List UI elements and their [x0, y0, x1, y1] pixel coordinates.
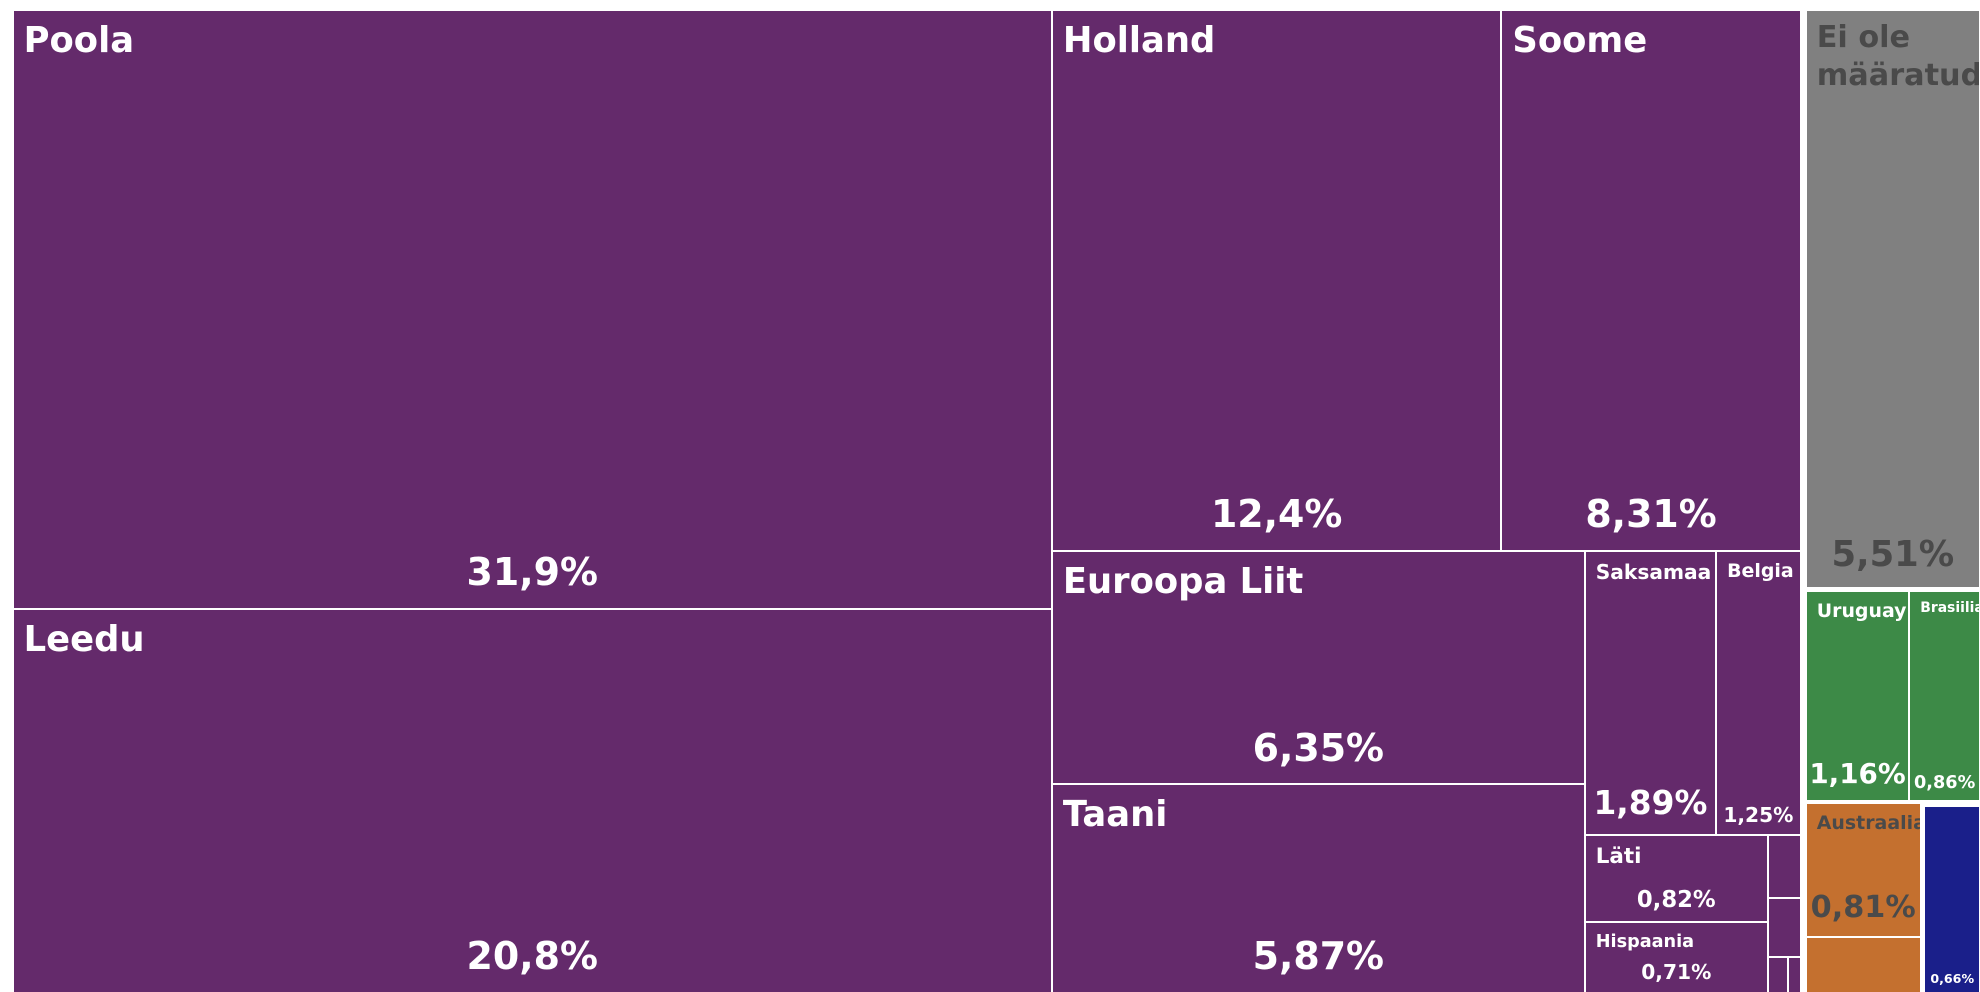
treemap-cell: Euroopa Liit 6,35%	[1051, 550, 1585, 785]
treemap-cell: Belgia 1,25%	[1716, 550, 1801, 835]
cell-name: Taani	[1062, 794, 1168, 836]
treemap-cell	[1788, 957, 1801, 992]
cell-name: Belgia	[1727, 559, 1794, 582]
cell-value: 0,82%	[1636, 886, 1716, 913]
cell-name: Brasiilia	[1920, 599, 1980, 616]
cell-name: Austraalia	[1816, 812, 1921, 835]
cell-value: 0,66%	[1930, 971, 1975, 987]
cell-name: Leedu	[23, 618, 145, 660]
treemap-cell	[1767, 897, 1801, 958]
cell-name: Euroopa Liit	[1062, 560, 1304, 602]
cell-value: 0,81%	[1810, 890, 1916, 926]
cell-value: 31,9%	[466, 550, 598, 595]
treemap-cell: Saksamaa 1,89%	[1584, 550, 1717, 835]
treemap-cell: Taani 5,87%	[1051, 784, 1585, 992]
treemap-cell: Brasiilia 0,86%	[1909, 590, 1980, 801]
cell-name: Holland	[1062, 20, 1216, 62]
treemap-cell: Poola 31,9%	[12, 10, 1052, 609]
cell-value: 12,4%	[1210, 492, 1343, 537]
cell-name: Läti	[1595, 843, 1642, 869]
treemap-cell: Hispaania 0,71%	[1584, 921, 1768, 992]
treemap-cell	[1767, 834, 1801, 898]
cell-value: 1,16%	[1809, 756, 1906, 790]
cell-value: 1,25%	[1723, 802, 1794, 827]
cell-name: Ei ole määratud	[1816, 20, 1980, 93]
treemap-cell: Holland 12,4%	[1051, 10, 1502, 551]
cell-value: 5,51%	[1831, 534, 1955, 576]
treemap-cell	[1767, 957, 1789, 992]
cell-value: 1,89%	[1593, 784, 1708, 823]
cell-name: Saksamaa	[1595, 559, 1712, 584]
treemap-cell: Ei ole määratud 5,51%	[1805, 10, 1980, 589]
treemap-cell: Austraalia 0,81%	[1805, 803, 1921, 937]
cell-name: Soome	[1512, 20, 1648, 62]
cell-name: Hispaania	[1595, 931, 1695, 952]
cell-value: 5,87%	[1252, 934, 1385, 979]
cell-value: 8,31%	[1585, 492, 1717, 537]
cell-value: 20,8%	[466, 934, 598, 979]
treemap-cell: Leedu 20,8%	[12, 608, 1052, 992]
cell-value: 6,35%	[1252, 725, 1385, 770]
cell-name: Poola	[23, 20, 135, 62]
treemap-cell: Uruguay 1,16%	[1805, 590, 1910, 801]
treemap-cell	[1805, 936, 1921, 992]
treemap-cell: Läti 0,82%	[1584, 834, 1768, 922]
cell-value: 0,71%	[1641, 960, 1712, 985]
cell-name: Uruguay	[1816, 599, 1907, 622]
treemap-cell: Soome 8,31%	[1501, 10, 1801, 551]
cell-value: 0,86%	[1914, 773, 1976, 794]
treemap-cell: 0,66%	[1924, 805, 1980, 992]
